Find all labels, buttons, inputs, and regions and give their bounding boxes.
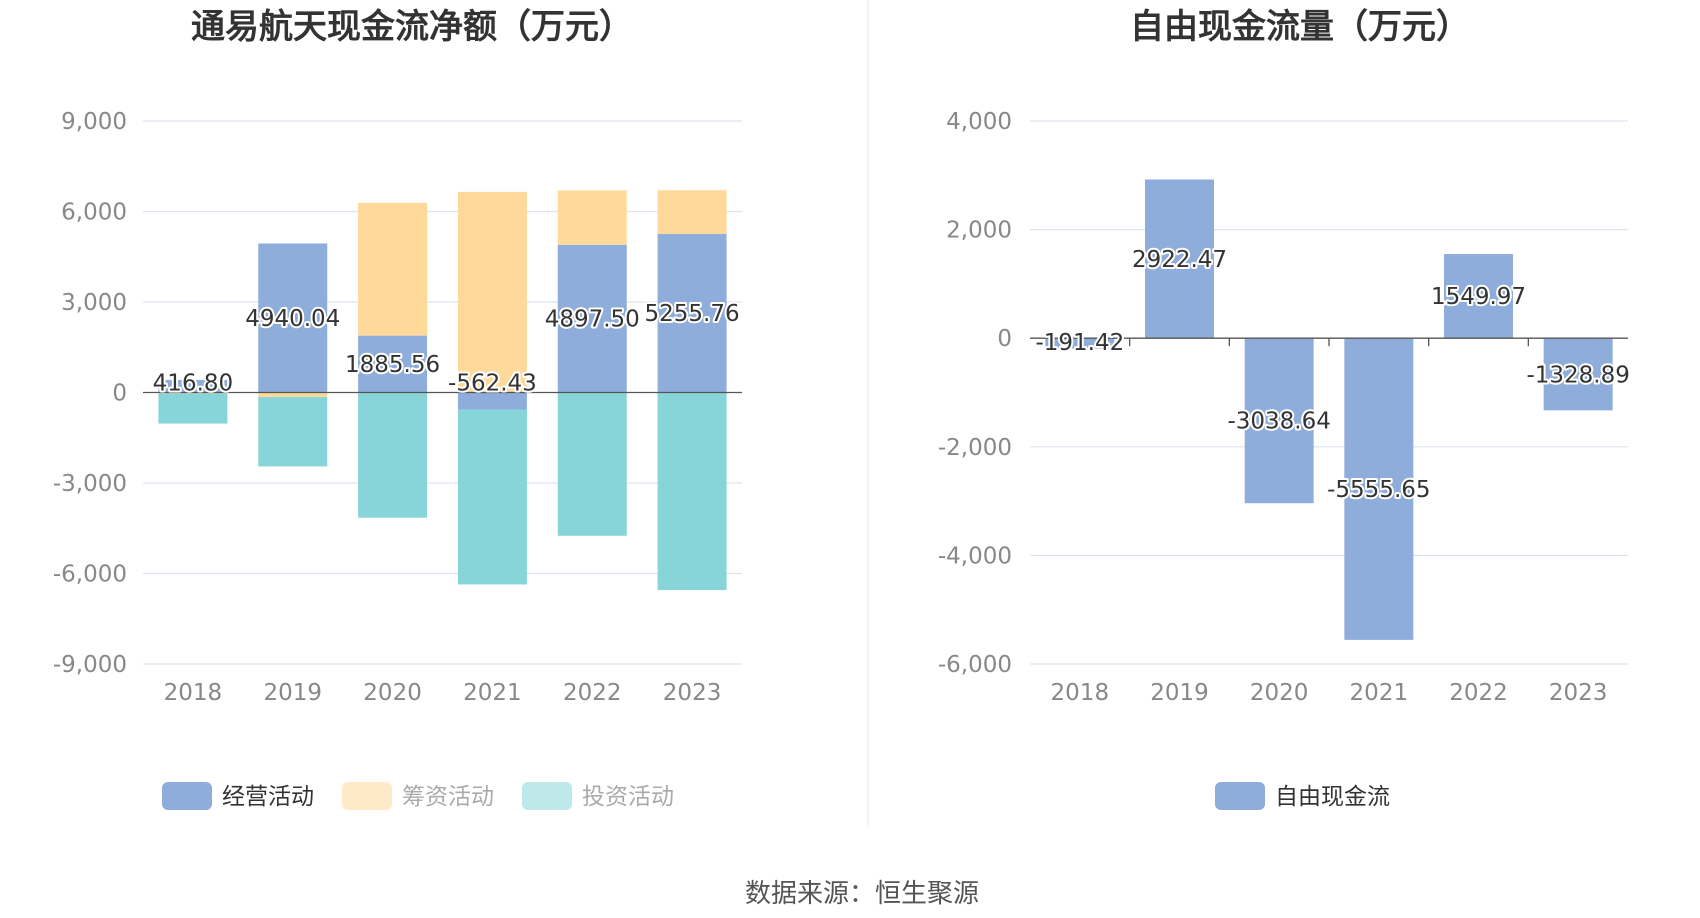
legend-swatch [522,782,572,810]
x-tick-label: 2023 [663,680,722,706]
x-tick-label: 2021 [463,680,522,706]
data-label: 5255.76 [645,301,740,327]
data-source: 数据来源：恒生聚源 [745,879,979,909]
free-cash-flow-chart: 自由现金流量（万元） 4,000 2,000 0 -2,000 -4,000 -6,000 2… [938,7,1632,810]
data-label: -5555.65 [1327,477,1430,503]
data-label: 4940.04 [245,306,340,332]
bar-经营活动-2021[interactable] [457,392,527,410]
bar-筹资活动-2019[interactable] [258,392,328,398]
x-tick-label: 2020 [363,680,422,706]
data-label: -191.42 [1035,330,1124,356]
legend-item-自由现金流[interactable]: 自由现金流 [1215,782,1390,810]
legend-item-投资活动[interactable]: 投资活动 [522,782,674,810]
y-tick-label: -3,000 [53,471,127,497]
y-tick-label: 4,000 [946,109,1012,135]
data-label: -562.43 [448,371,537,397]
bar-经营活动-2019[interactable] [258,243,328,393]
bar-投资活动-2020[interactable] [358,392,428,518]
x-tick-label: 2023 [1549,680,1608,706]
bar-经营活动-2020[interactable] [358,335,428,393]
bar-筹资活动-2021[interactable] [457,191,527,393]
legend-swatch [1215,782,1265,810]
legend-item-筹资活动[interactable]: 筹资活动 [342,782,494,810]
data-label: 4897.50 [545,307,640,333]
data-label: 416.80 [153,371,233,397]
y-tick-label: 3,000 [61,290,127,316]
bar-投资活动-2018[interactable] [158,393,228,424]
x-tick-label: 2019 [263,680,322,706]
y-tick-label: 0 [112,381,127,407]
bar-自由现金流-2023[interactable] [1543,338,1613,411]
bar-投资活动-2019[interactable] [258,397,328,467]
bar-投资活动-2021[interactable] [457,409,527,585]
legend-label: 经营活动 [222,784,314,810]
data-label: 2922.47 [1132,247,1227,273]
bar-自由现金流-2020[interactable] [1244,338,1314,504]
bar-经营活动-2018[interactable] [158,379,228,393]
legend-swatch [162,782,212,810]
bar-自由现金流-2018[interactable] [1045,338,1115,349]
bar-自由现金流-2022[interactable] [1444,254,1513,339]
bar-投资活动-2023[interactable] [657,392,727,591]
x-tick-label: 2022 [563,680,622,706]
y-tick-label: 2,000 [946,218,1012,244]
bar-筹资活动-2022[interactable] [557,190,627,245]
x-tick-label: 2018 [164,680,223,706]
data-label: -3038.64 [1227,409,1330,435]
bar-自由现金流-2019[interactable] [1145,179,1214,339]
x-tick-label: 2020 [1250,680,1309,706]
cash-flow-chart: 通易航天现金流净额（万元） 9,000 6,000 3,000 0 -3,000 -6,00… [53,7,742,810]
y-tick-label: 6,000 [61,200,127,226]
y-tick-label: -9,000 [53,652,127,678]
chart-title: 自由现金流量（万元） [1130,7,1470,47]
y-tick-label: 9,000 [61,109,127,135]
legend-label: 自由现金流 [1275,784,1390,810]
y-tick-label: -4,000 [938,543,1012,569]
bar-筹资活动-2023[interactable] [657,190,727,234]
x-tick-label: 2022 [1449,680,1508,706]
bar-自由现金流-2021[interactable] [1344,338,1414,640]
x-tick-label: 2018 [1051,680,1110,706]
y-tick-label: 0 [997,326,1012,352]
legend-label: 投资活动 [582,784,674,810]
y-tick-label: -6,000 [938,652,1012,678]
x-tick-label: 2021 [1350,680,1409,706]
data-label: -1328.89 [1526,362,1629,388]
y-tick-label: -2,000 [938,435,1012,461]
x-tick-label: 2019 [1150,680,1209,706]
data-label: 1549.97 [1431,284,1526,310]
data-label: 1885.56 [345,352,440,378]
y-tick-label: -6,000 [53,562,127,588]
bar-投资活动-2022[interactable] [557,392,627,536]
legend-swatch [342,782,392,810]
chart-title: 通易航天现金流净额（万元） [191,7,633,47]
legend-label: 筹资活动 [402,784,494,810]
bar-经营活动-2023[interactable] [657,233,727,393]
legend-item-经营活动[interactable]: 经营活动 [162,782,314,810]
bar-经营活动-2022[interactable] [557,244,627,393]
bar-筹资活动-2020[interactable] [358,202,428,336]
